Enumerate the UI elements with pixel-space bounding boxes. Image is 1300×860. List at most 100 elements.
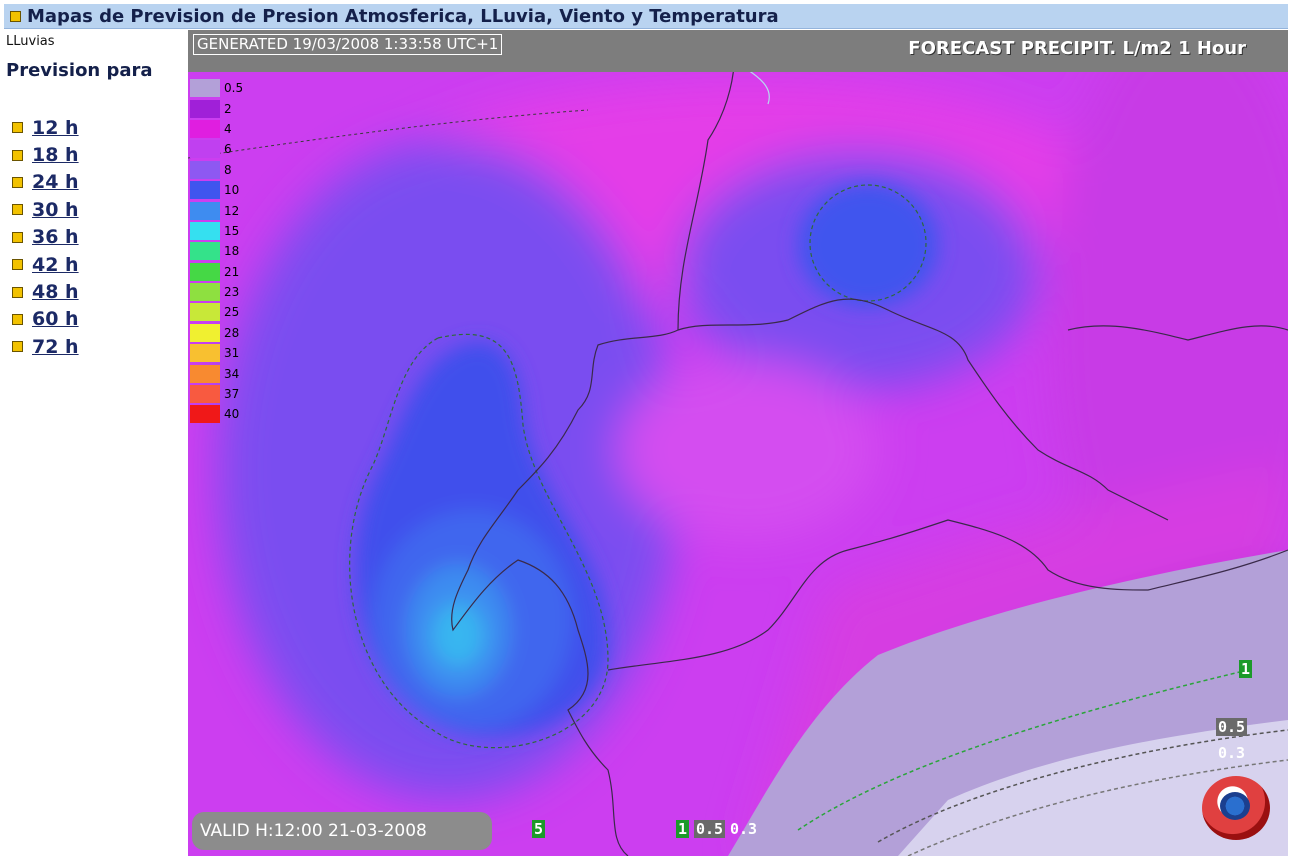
legend-label: 0.5 (224, 81, 244, 96)
contour-label: 0.5 (694, 820, 726, 838)
forecast-map: GENERATED 19/03/2008 1:33:58 UTC+1 FOREC… (188, 30, 1288, 856)
legend-swatch (190, 283, 220, 302)
contour-line-03 (907, 759, 1288, 856)
contour-line-west-core (349, 333, 609, 749)
legend-label: 4 (224, 121, 232, 136)
map-header-bar (188, 30, 1288, 72)
contour-label: 1 (1239, 660, 1253, 678)
bullet-icon (12, 313, 23, 325)
contour-label: 0.3 (730, 820, 758, 838)
legend-row: 8 (190, 160, 248, 180)
contour-label: 1 (676, 820, 690, 838)
legend-label: 2 (224, 101, 232, 116)
forecast-heading: Prevision para (6, 60, 153, 81)
legend-swatch (190, 221, 220, 240)
bullet-icon (12, 149, 23, 161)
legend-swatch (190, 323, 220, 342)
forecast-item-36h: 36 h (12, 224, 79, 251)
page-title-bar: Mapas de Prevision de Presion Atmosferic… (4, 4, 1288, 29)
legend-row: 15 (190, 221, 248, 241)
legend-label: 40 (224, 407, 240, 422)
forecast-link-36h[interactable]: 36 h (32, 226, 79, 249)
forecast-link-12h[interactable]: 12 h (32, 116, 79, 139)
forecast-item-72h: 72 h (12, 333, 79, 360)
forecast-link-30h[interactable]: 30 h (32, 198, 79, 221)
contour-line-05 (877, 729, 1288, 843)
legend-label: 6 (224, 142, 232, 157)
generated-timestamp: GENERATED 19/03/2008 1:33:58 UTC+1 (193, 34, 503, 55)
forecast-title: FORECAST PRECIPIT. L/m2 1 Hour (908, 38, 1246, 59)
legend-label: 10 (224, 183, 240, 198)
legend-swatch (190, 160, 220, 179)
legend-label: 18 (224, 244, 240, 259)
legend-row: 23 (190, 282, 248, 302)
legend-swatch (190, 99, 220, 118)
border-line-south (607, 519, 1288, 671)
legend-swatch (190, 201, 220, 220)
bullet-icon (12, 231, 23, 243)
legend-row: 34 (190, 363, 248, 383)
legend-swatch (190, 385, 220, 404)
legend-swatch (190, 79, 220, 98)
forecast-item-42h: 42 h (12, 251, 79, 278)
forecast-item-60h: 60 h (12, 306, 79, 333)
precipitation-legend: 0.5 2 4 6 8 10 12 15 18 21 23 25 28 31 34 37 40 (190, 78, 248, 425)
contour-line-1 (797, 669, 1249, 831)
legend-row: 28 (190, 323, 248, 343)
bullet-icon (12, 259, 23, 271)
legend-swatch (190, 364, 220, 383)
forecast-link-72h[interactable]: 72 h (32, 335, 79, 358)
valid-time-badge: VALID H:12:00 21-03-2008 (192, 812, 492, 850)
legend-row: 31 (190, 343, 248, 363)
contour-label: 5 (532, 820, 546, 838)
contour-line-east-core (809, 184, 927, 302)
coastline-north (747, 69, 770, 105)
legend-swatch (190, 303, 220, 322)
bullet-icon (12, 286, 23, 298)
legend-row: 40 (190, 404, 248, 424)
border-line-north (677, 298, 1169, 521)
legend-label: 34 (224, 366, 240, 381)
logo-globe-icon (1220, 792, 1250, 820)
contour-line-north (188, 109, 589, 159)
bullet-icon (12, 341, 23, 353)
legend-row: 6 (190, 139, 248, 159)
border-line-east (1067, 325, 1288, 341)
contour-label: 0.5 (1216, 718, 1248, 736)
legend-row: 21 (190, 262, 248, 282)
legend-label: 37 (224, 387, 240, 402)
forecast-link-18h[interactable]: 18 h (32, 144, 79, 167)
legend-row: 2 (190, 98, 248, 118)
page-title: Mapas de Prevision de Presion Atmosferic… (27, 5, 779, 27)
contour-label: 0.3 (1218, 744, 1246, 762)
legend-swatch (190, 140, 220, 159)
forecast-link-24h[interactable]: 24 h (32, 171, 79, 194)
legend-row: 37 (190, 384, 248, 404)
legend-label: 31 (224, 346, 240, 361)
legend-label: 23 (224, 285, 240, 300)
forecast-link-48h[interactable]: 48 h (32, 281, 79, 304)
bullet-icon (12, 122, 23, 134)
legend-row: 0.5 (190, 78, 248, 98)
border-line-west (451, 39, 735, 856)
bullet-icon (10, 10, 21, 22)
legend-swatch (190, 242, 220, 261)
legend-swatch (190, 181, 220, 200)
legend-label: 12 (224, 203, 240, 218)
legend-row: 25 (190, 302, 248, 322)
forecast-item-18h: 18 h (12, 141, 79, 168)
legend-swatch (190, 262, 220, 281)
precipitation-cores (355, 183, 938, 738)
legend-row: 18 (190, 241, 248, 261)
forecast-link-42h[interactable]: 42 h (32, 253, 79, 276)
weather-logo-icon (1202, 776, 1270, 840)
forecast-item-48h: 48 h (12, 278, 79, 305)
forecast-link-60h[interactable]: 60 h (32, 308, 79, 331)
legend-label: 15 (224, 223, 240, 238)
legend-label: 21 (224, 264, 240, 279)
legend-swatch (190, 119, 220, 138)
forecast-item-24h: 24 h (12, 169, 79, 196)
legend-row: 4 (190, 119, 248, 139)
forecast-item-12h: 12 h (12, 114, 79, 141)
legend-row: 10 (190, 180, 248, 200)
